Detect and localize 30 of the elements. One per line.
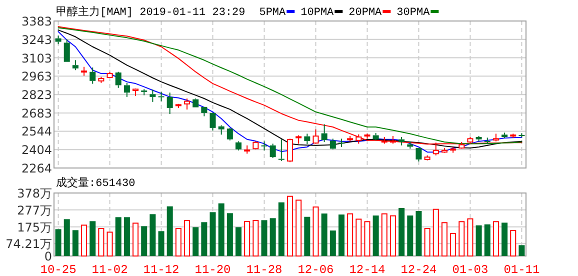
y-tick-label: 2544 bbox=[21, 124, 52, 139]
y-tick-label: 2404 bbox=[21, 143, 52, 158]
legend-label: 10PMA bbox=[300, 7, 334, 19]
x-tick-label: 12-06 bbox=[298, 263, 334, 276]
chart-title: 甲醇主力[MAM] 2019-01-11 23:29 bbox=[56, 5, 246, 19]
x-tick-label: 01-11 bbox=[504, 263, 540, 276]
y-tick-label: 3103 bbox=[21, 51, 52, 66]
y-tick-label: 3383 bbox=[21, 14, 52, 28]
y-tick-label: 277万 bbox=[17, 203, 52, 218]
legend-label: 20PMA bbox=[348, 7, 382, 19]
x-tick-label: 11-02 bbox=[92, 263, 128, 276]
y-tick-label: 0 bbox=[44, 250, 52, 264]
legend-label: 5PMA bbox=[259, 7, 286, 19]
legend-label: 30PMA bbox=[396, 7, 430, 19]
x-tick-label: 11-12 bbox=[143, 263, 180, 276]
x-tick-label: 11-20 bbox=[194, 263, 231, 276]
x-tick-label: 12-14 bbox=[349, 263, 386, 276]
x-tick-label: 10-25 bbox=[40, 263, 76, 276]
y-tick-label: 175万 bbox=[17, 220, 52, 234]
y-tick-label: 378万 bbox=[17, 186, 52, 200]
y-tick-label: 3243 bbox=[21, 32, 52, 47]
x-tick-label: 12-24 bbox=[400, 263, 437, 276]
y-tick-label: 2963 bbox=[21, 70, 52, 84]
y-tick-label: 2264 bbox=[21, 162, 52, 176]
chart-title: 成交量:651430 bbox=[56, 176, 136, 190]
x-tick-label: 11-28 bbox=[246, 263, 282, 276]
y-tick-label: 2683 bbox=[21, 106, 52, 120]
y-tick-label: 74.21万 bbox=[6, 237, 52, 252]
y-tick-label: 2823 bbox=[21, 88, 52, 102]
x-tick-label: 01-03 bbox=[452, 263, 488, 276]
